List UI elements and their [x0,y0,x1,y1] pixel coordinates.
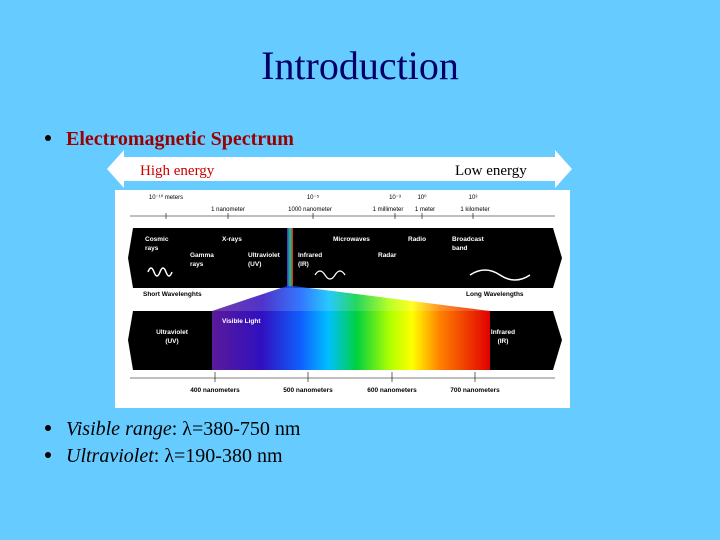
bullet: Ultraviolet: λ=190-380 nm [45,445,283,468]
scale-label: 1 millimeter [373,207,404,213]
bullet: Visible range: λ=380-750 nm [45,418,300,441]
band-label: Ultraviolet [156,329,189,336]
bullet-dot [45,425,51,432]
short-wave [147,267,173,277]
scale-label: 400 nanometers [190,387,240,394]
scale-label: 600 nanometers [367,387,417,394]
scale-label: 10³ [469,195,478,201]
band-label: (UV) [248,261,261,268]
visible-strip [287,228,293,288]
scale-label: 500 nanometers [283,387,333,394]
band-label: Microwaves [333,236,370,243]
scale-label: 10⁻⁵ [307,194,320,201]
bullet-dot [45,135,51,142]
band-label: (IR) [298,261,309,268]
band-label: (UV) [165,338,178,345]
scale-label: 10⁻³ [389,195,401,201]
bullet-term: Ultraviolet [66,445,154,467]
long-wave [469,269,531,281]
long-label: Long Wavelengths [466,291,524,298]
band-label: (IR) [498,338,509,345]
arrow-left-label: High energy [140,163,215,179]
band-label: Infrared [298,252,322,259]
band-label: X-rays [222,236,242,243]
scale-label: 10⁻¹⁰ meters [149,194,183,201]
band-label: Radio [408,236,426,243]
scale-label: 10⁰ [417,194,427,201]
visible-wedge [212,286,490,311]
band-label: band [452,245,468,252]
bullet-text: : λ=190-380 nm [153,445,283,467]
band-label: Radar [378,252,397,259]
bullet-dot [45,452,51,459]
visible-label: Visible Light [222,318,261,325]
scale-label: 1 nanometer [211,207,245,213]
bullet: Electromagnetic Spectrum [45,128,294,151]
band-label: rays [145,245,159,252]
scale-label: 1 kilometer [460,207,489,213]
slide-title: Introduction [261,43,459,88]
double-arrow [107,150,572,188]
band-label: Broadcast [452,236,485,243]
band-label: Cosmic [145,236,169,243]
bullet-term: Visible range [66,418,172,440]
mid-wave [314,270,346,280]
band-label: Gamma [190,252,214,259]
bullet-text: : λ=380-750 nm [171,418,301,440]
arrow-right-label: Low energy [455,163,527,179]
scale-label: 1000 nanometer [288,207,332,213]
band [128,228,562,288]
band-label: Ultraviolet [248,252,281,259]
heading: Electromagnetic Spectrum [66,128,294,150]
band-label: rays [190,261,204,268]
short-label: Short Wavelenghts [143,291,202,298]
scale-label: 700 nanometers [450,387,500,394]
scale-label: 1 meter [415,207,435,213]
band-label: Infrared [491,329,515,336]
visible-spectrum [212,311,490,370]
